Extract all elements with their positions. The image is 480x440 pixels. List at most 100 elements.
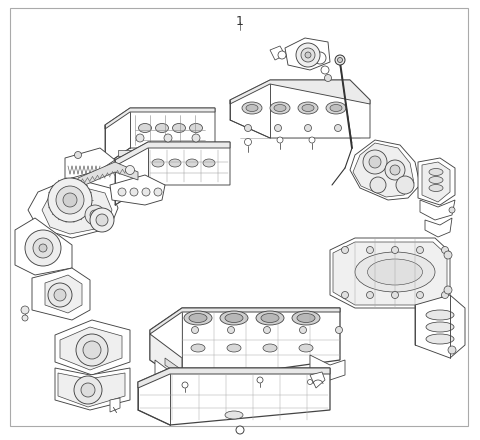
Polygon shape [118,150,205,156]
Polygon shape [230,80,370,138]
Circle shape [264,326,271,334]
Polygon shape [15,218,72,275]
Circle shape [48,178,92,222]
Circle shape [390,165,400,175]
Circle shape [164,134,172,142]
Ellipse shape [186,159,198,167]
Polygon shape [115,142,230,166]
Polygon shape [422,162,450,202]
Circle shape [63,193,77,207]
Ellipse shape [429,176,443,183]
Polygon shape [110,398,120,412]
Ellipse shape [190,124,203,132]
Polygon shape [78,162,138,188]
Ellipse shape [429,184,443,191]
Circle shape [308,379,312,385]
Circle shape [192,326,199,334]
Circle shape [118,188,126,196]
Ellipse shape [263,344,277,352]
Circle shape [321,66,329,74]
Polygon shape [415,295,465,358]
Circle shape [33,238,53,258]
Circle shape [275,125,281,132]
Circle shape [277,137,283,143]
Ellipse shape [203,159,215,167]
Circle shape [337,58,343,62]
Circle shape [444,251,452,259]
Polygon shape [350,140,420,200]
Ellipse shape [184,311,212,325]
Polygon shape [65,148,115,180]
Ellipse shape [172,124,185,132]
Ellipse shape [302,105,314,111]
Ellipse shape [355,252,435,292]
Polygon shape [155,360,200,395]
Circle shape [335,55,345,65]
Ellipse shape [156,124,168,132]
Circle shape [83,341,101,359]
Circle shape [314,52,326,64]
Circle shape [39,244,47,252]
Circle shape [136,134,144,142]
Polygon shape [150,334,182,382]
Circle shape [56,186,84,214]
Circle shape [300,326,307,334]
Polygon shape [333,242,447,305]
Circle shape [392,246,398,253]
Polygon shape [302,48,325,65]
Ellipse shape [169,159,181,167]
Polygon shape [420,200,455,220]
Polygon shape [230,80,370,104]
Circle shape [442,292,448,298]
Polygon shape [353,143,414,197]
Circle shape [370,177,386,193]
Polygon shape [310,355,345,380]
Polygon shape [32,268,90,320]
Ellipse shape [189,313,207,323]
Circle shape [228,326,235,334]
Ellipse shape [225,313,243,323]
Ellipse shape [299,344,313,352]
Circle shape [74,151,82,158]
Circle shape [336,326,343,334]
Circle shape [244,139,252,146]
Ellipse shape [191,344,205,352]
Circle shape [309,137,315,143]
Circle shape [130,188,138,196]
Ellipse shape [368,259,422,285]
Polygon shape [418,158,455,205]
Ellipse shape [426,334,454,344]
Circle shape [341,246,348,253]
Circle shape [96,214,108,226]
Circle shape [192,134,200,142]
Circle shape [304,125,312,132]
Polygon shape [310,372,325,388]
Polygon shape [165,358,340,377]
Polygon shape [110,175,165,205]
Text: 1: 1 [236,15,244,28]
Circle shape [74,376,102,404]
Polygon shape [115,142,230,205]
Circle shape [125,165,134,175]
Circle shape [385,160,405,180]
Ellipse shape [297,313,315,323]
Polygon shape [55,368,130,410]
Ellipse shape [326,102,346,114]
Circle shape [367,292,373,298]
Polygon shape [285,38,330,70]
Circle shape [305,52,311,58]
Polygon shape [105,108,215,165]
Circle shape [142,188,150,196]
Circle shape [244,125,252,132]
Polygon shape [150,308,340,334]
Circle shape [392,292,398,298]
Polygon shape [60,327,122,370]
Circle shape [85,205,105,225]
Circle shape [22,315,28,321]
Ellipse shape [152,159,164,167]
Circle shape [25,230,61,266]
Polygon shape [105,108,215,129]
Ellipse shape [256,311,284,325]
Circle shape [278,51,286,59]
Polygon shape [138,368,330,425]
